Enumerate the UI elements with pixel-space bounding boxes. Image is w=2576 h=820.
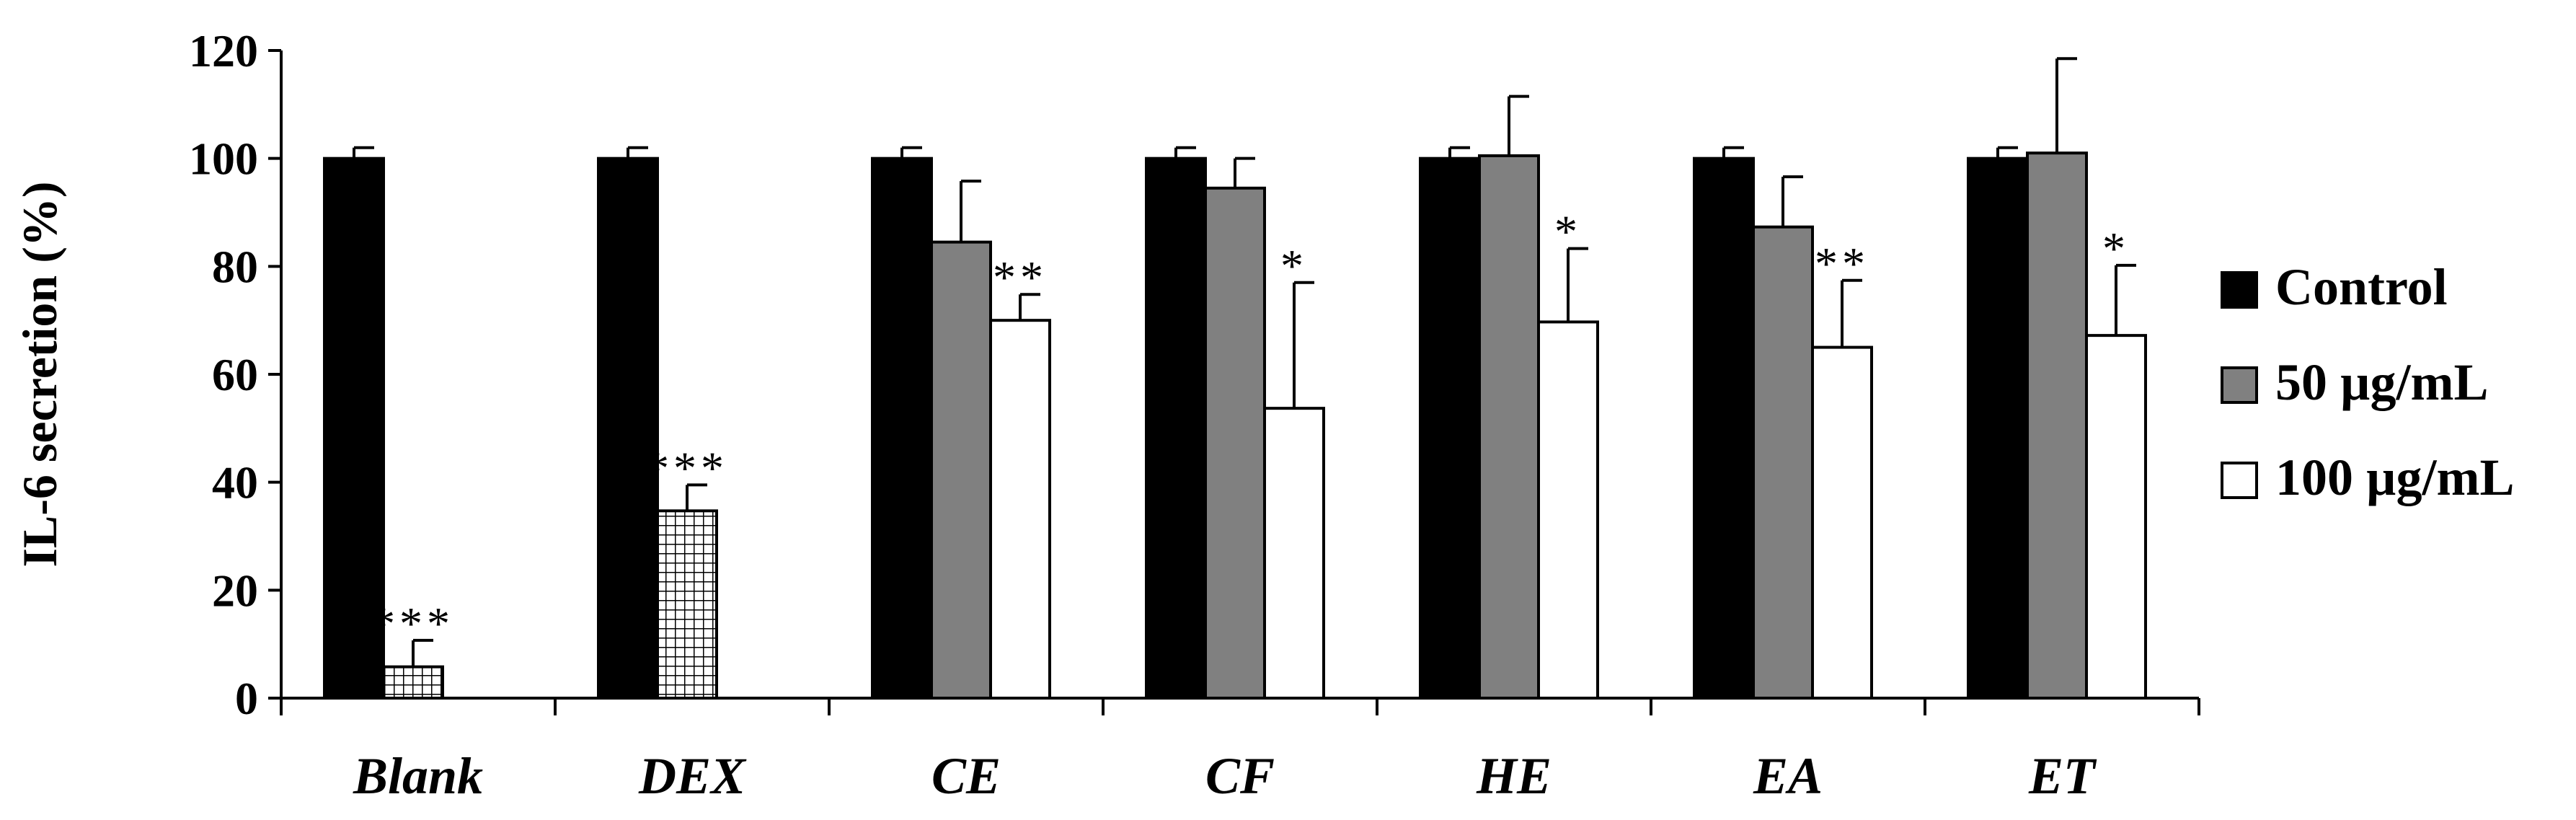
category-label: CF	[1205, 747, 1275, 805]
category-label: HE	[1476, 747, 1552, 805]
legend-swatch	[2221, 271, 2258, 309]
significance-label: *	[1280, 240, 1308, 291]
y-tick-label: 60	[212, 349, 258, 400]
significance-label: ***	[646, 442, 728, 493]
bar-100	[2085, 334, 2147, 700]
y-tick-label: 100	[189, 133, 258, 185]
bar-100	[1263, 407, 1325, 700]
bars	[323, 57, 2147, 700]
labels: 0 20 40 60 80 100 120 IL-6 secretion (%) Blank DE…	[12, 25, 2130, 805]
y-tick-label: 20	[212, 565, 258, 616]
bar-100	[1811, 345, 1873, 700]
bar-control	[1967, 156, 2029, 700]
bar-50	[1204, 186, 1266, 700]
bar-control	[1145, 156, 1207, 700]
category-label: DEX	[638, 747, 747, 805]
bar-100	[1537, 320, 1599, 700]
category-label: CE	[931, 747, 1001, 805]
category-label: ET	[2028, 747, 2097, 805]
bar-50	[1752, 225, 1814, 700]
y-tick-label: 120	[189, 25, 258, 76]
y-axis-title: IL-6 secretion (%)	[12, 181, 67, 567]
significance-label: ***	[372, 598, 454, 649]
bar-treatment	[382, 665, 444, 700]
legend-swatch	[2221, 366, 2258, 404]
bar-control	[597, 156, 659, 700]
significance-label: **	[1815, 238, 1869, 289]
category-label: Blank	[353, 747, 483, 805]
legend-label: 50 µg/mL	[2275, 353, 2489, 411]
bar-control	[1693, 156, 1755, 700]
legend-label: 100 µg/mL	[2275, 449, 2515, 506]
bar-100	[989, 319, 1051, 700]
bar-control	[323, 156, 385, 700]
significance-label: *	[1554, 206, 1582, 257]
bar-control	[871, 156, 933, 700]
y-tick-label: 0	[235, 673, 258, 724]
bar-control	[1419, 156, 1481, 700]
significance-label: *	[2102, 223, 2130, 274]
legend-swatch	[2221, 462, 2258, 499]
bar-50	[2026, 151, 2088, 700]
bar-50	[1478, 154, 1540, 700]
y-tick-label: 80	[212, 241, 258, 292]
legend-label: Control	[2275, 258, 2448, 316]
bar-treatment	[656, 509, 718, 700]
significance-label: **	[993, 252, 1048, 303]
legend: Control 50 µg/mL 100 µg/mL	[2221, 258, 2515, 506]
bar-50	[930, 240, 992, 700]
y-tick-label: 40	[212, 457, 258, 508]
category-label: EA	[1753, 747, 1823, 805]
